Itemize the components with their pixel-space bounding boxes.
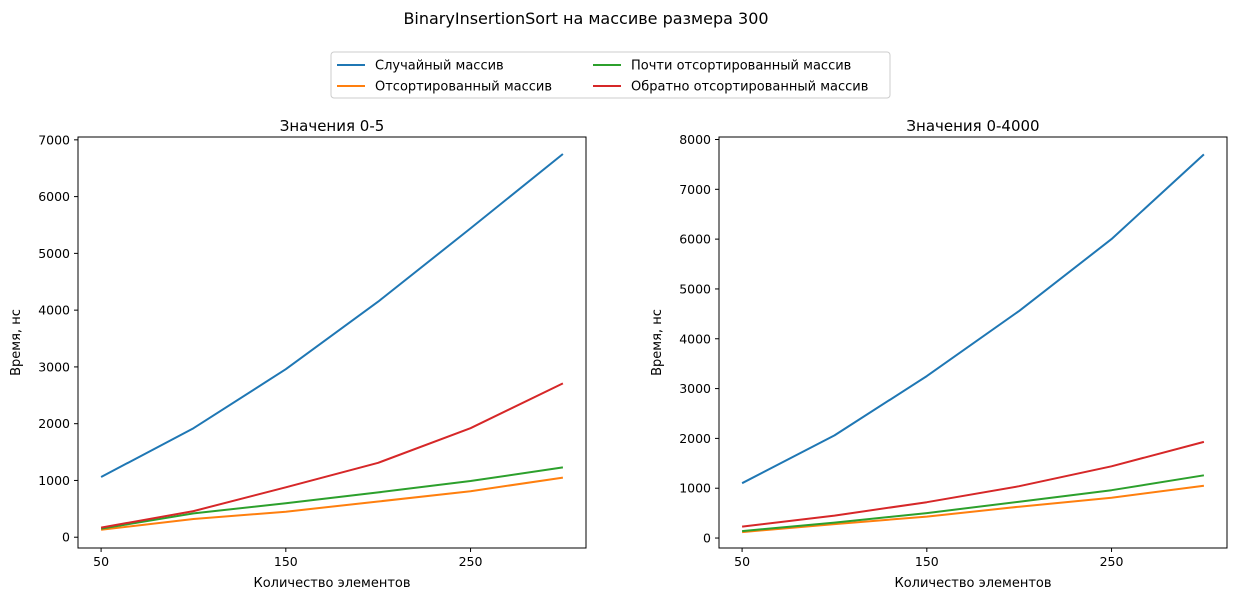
legend-entry-sorted: Отсортированный массив [337,80,552,95]
chart-1-series-almost-sorted-line [100,466,564,530]
subplot-values-0-4000: Значения 0-4000 50 150 250 0 1000 2000 3000 4000… [650,117,1228,591]
chart-1-x-tick-label: 150 [274,554,298,569]
chart-2-title: Значения 0-4000 [906,117,1039,135]
figure-title: BinaryInsertionSort на массиве размера 3… [403,9,768,28]
chart-2-y-tick-label: 7000 [679,182,711,197]
legend-label-sorted: Отсортированный массив [375,80,552,95]
chart-1-series-random-line [100,153,564,478]
chart-1-x-tick-label: 250 [459,554,483,569]
chart-1-y-tick-label: 6000 [38,189,70,204]
chart-1-y-tick-label: 2000 [38,416,70,431]
chart-2-series-sorted-line [742,484,1205,534]
chart-2-x-tick-label: 50 [734,554,750,569]
chart-2-y-tick-label: 0 [703,531,711,546]
chart-2-y-axis-label: Время, нс [650,309,665,376]
chart-2-y-tick-label: 2000 [679,431,711,446]
chart-2-axes-frame [718,136,1228,549]
chart-1-title: Значения 0-5 [280,117,385,135]
chart-1-series-sorted-line [100,476,564,531]
chart-1-y-tick-label: 5000 [38,246,70,261]
chart-1-y-tick-label: 0 [62,530,70,545]
chart-2-y-tick-label: 8000 [679,132,711,147]
chart-1-y-axis-label: Время, нс [9,309,24,376]
chart-1-x-axis-label: Количество элементов [253,576,410,591]
chart-2-x-axis-label: Количество элементов [894,576,1051,591]
chart-2-y-tick-label: 3000 [679,381,711,396]
legend-label-random: Случайный массив [375,59,504,74]
legend-entry-reversed: Обратно отсортированный массив [593,80,868,95]
chart-2-series-random-line [741,153,1205,485]
chart-2-y-tick-label: 5000 [679,281,711,296]
chart-2-x-tick-label: 150 [915,554,939,569]
chart-1-y-tick-label: 1000 [38,473,70,488]
chart-2-y-tick-label: 1000 [679,481,711,496]
legend-frame [330,51,891,99]
chart-2-series-reversed-line [741,440,1205,528]
chart-1-y-tick-label: 3000 [38,359,70,374]
chart-1-series-reversed-line [100,382,564,529]
chart-2-x-tick-label: 250 [1100,554,1124,569]
legend-label-reversed: Обратно отсортированный массив [631,80,868,95]
chart-1-x-tick-label: 50 [93,554,109,569]
legend-entry-almost-sorted: Почти отсортированный массив [593,59,851,74]
chart-2-y-tick-label: 6000 [679,232,711,247]
chart-1-y-tick-label: 4000 [38,303,70,318]
chart-1-axes-frame [77,136,587,549]
subplot-values-0-5: Значения 0-5 50 150 250 0 1000 2000 3000 4000 500… [9,117,587,591]
legend: Случайный массив Отсортированный массив … [330,51,891,99]
chart-2-y-tick-label: 4000 [679,331,711,346]
legend-label-almost-sorted: Почти отсортированный массив [631,59,851,74]
chart-1-y-tick-label: 7000 [38,132,70,147]
legend-entry-random: Случайный массив [337,59,504,74]
chart-2-series-almost-sorted-line [742,474,1205,533]
